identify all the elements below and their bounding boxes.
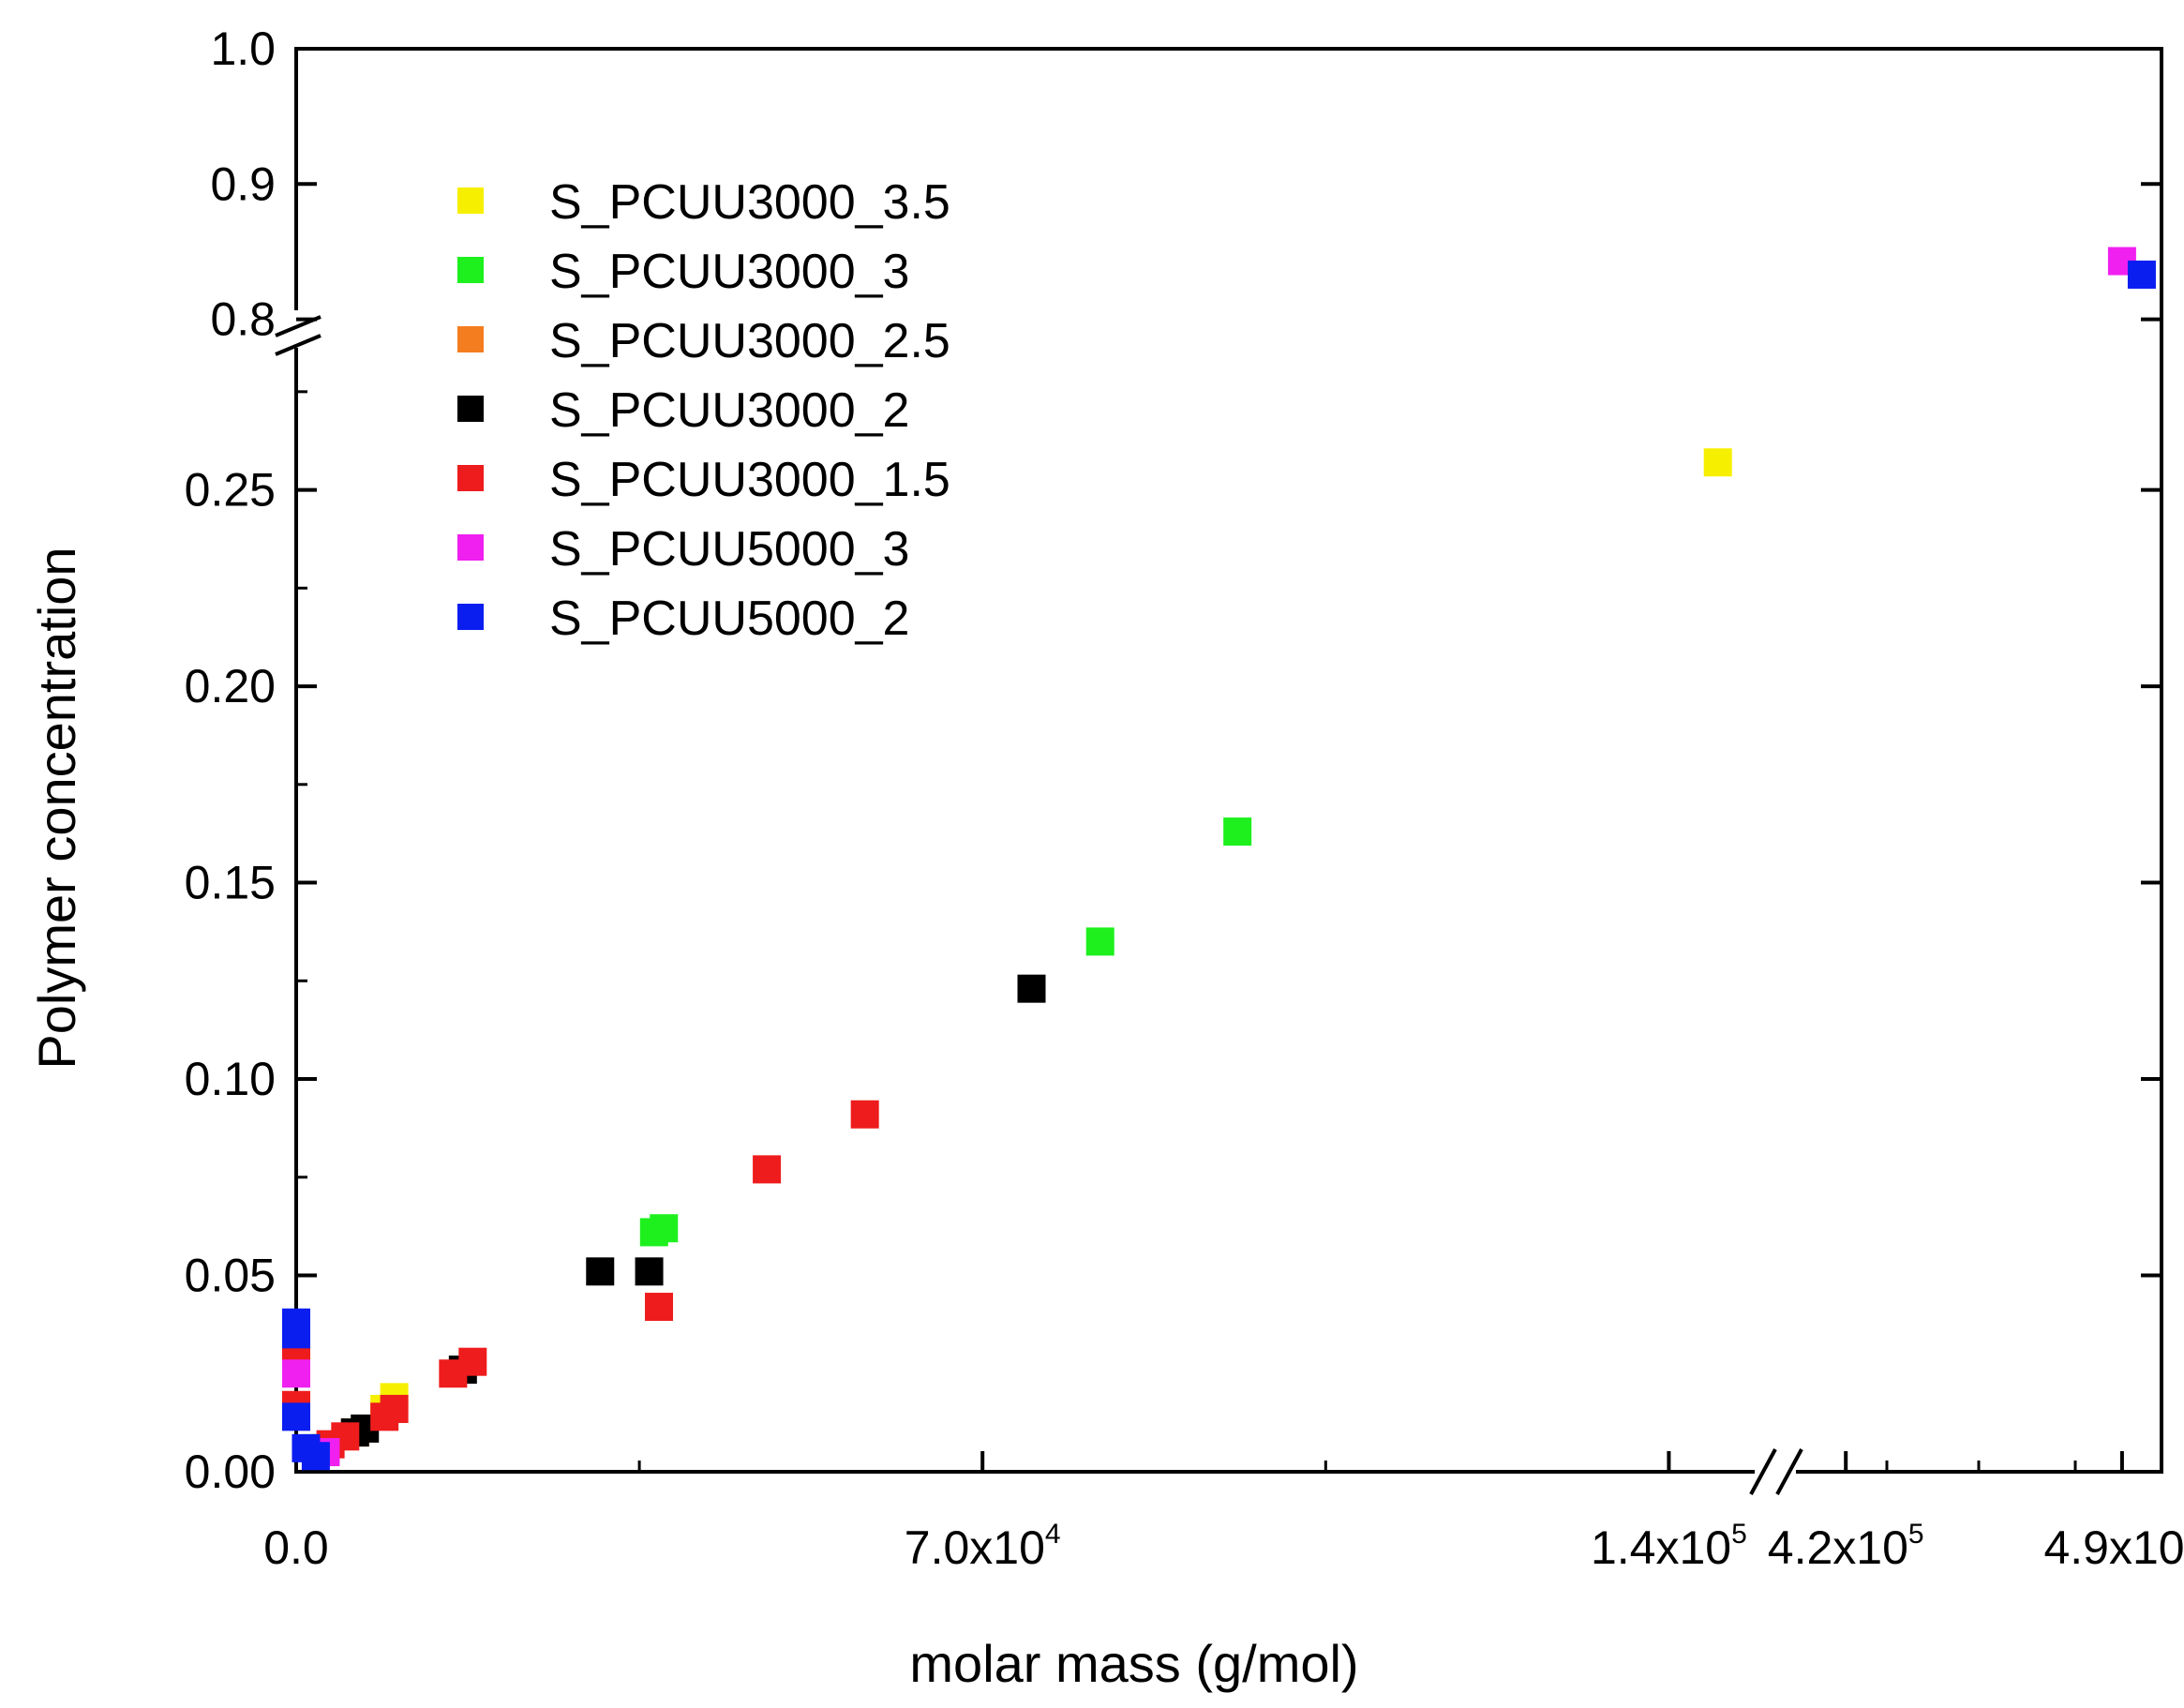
legend-marker (457, 396, 484, 422)
legend-marker (457, 187, 484, 214)
plot-area-frame (294, 47, 2163, 1474)
y-tick-label: 0.9 (210, 157, 276, 210)
data-point (301, 1442, 330, 1471)
data-point (586, 1257, 615, 1286)
data-points (282, 247, 2156, 1471)
x-tick-label: 4.9x105 (2043, 1519, 2184, 1574)
legend-marker (457, 326, 484, 352)
legend-label: S_PCUU3000_3 (549, 245, 909, 299)
data-point (1703, 448, 1732, 477)
data-point (850, 1100, 879, 1129)
x-axis-break (1749, 1448, 1803, 1495)
y-tick-label: 0.25 (185, 464, 276, 517)
data-point (1017, 974, 1046, 1003)
data-point (370, 1402, 399, 1431)
legend-label: S_PCUU5000_2 (549, 592, 909, 646)
y-tick-label: 0.05 (185, 1250, 276, 1302)
data-point (635, 1257, 664, 1286)
y-axis-title: Polymer concentration (27, 547, 86, 1069)
y-axis-ticks: 0.00 0.05 0.10 0.15 0.20 0.25 0.8 0.9 1.0 (185, 22, 2162, 1498)
legend-label: S_PCUU3000_2 (549, 383, 909, 438)
y-tick-label: 0.8 (210, 293, 276, 346)
y-tick-label: 1.0 (210, 22, 276, 75)
y-tick-label: 0.15 (185, 857, 276, 909)
data-point (2127, 260, 2156, 289)
legend-marker (457, 604, 484, 630)
data-point (753, 1155, 782, 1184)
data-point (650, 1214, 679, 1243)
x-tick-label: 7.0x104 (905, 1519, 1061, 1574)
x-axis-title: molar mass (g/mol) (909, 1634, 1358, 1693)
data-point (1085, 927, 1114, 956)
y-tick-label: 0.00 (185, 1446, 276, 1498)
legend-label: S_PCUU5000_3 (549, 522, 909, 577)
data-point (645, 1293, 674, 1322)
legend-marker (457, 465, 484, 491)
y-tick-label: 0.20 (185, 660, 276, 712)
y-axis-break (275, 310, 322, 356)
y-tick-label: 0.10 (185, 1053, 276, 1105)
x-tick-label: 4.2x105 (1768, 1519, 1924, 1574)
data-point (282, 1320, 310, 1349)
x-tick-label: 0.0 (263, 1521, 329, 1574)
data-point (282, 1402, 310, 1431)
x-tick-label: 1.4x105 (1591, 1519, 1747, 1574)
legend-label: S_PCUU3000_1.5 (549, 453, 950, 507)
legend: S_PCUU3000_3.5 S_PCUU3000_3 S_PCUU3000_2.5… (457, 175, 950, 646)
data-point (439, 1359, 468, 1388)
legend-marker (457, 534, 484, 561)
legend-label: S_PCUU3000_2.5 (549, 314, 950, 368)
legend-marker (457, 257, 484, 283)
data-point (282, 1359, 310, 1388)
data-point (1223, 817, 1252, 847)
x-axis-ticks: 0.0 7.0x104 1.4x105 4.2x105 4.9x105 (263, 1451, 2184, 1574)
legend-label: S_PCUU3000_3.5 (549, 175, 950, 230)
